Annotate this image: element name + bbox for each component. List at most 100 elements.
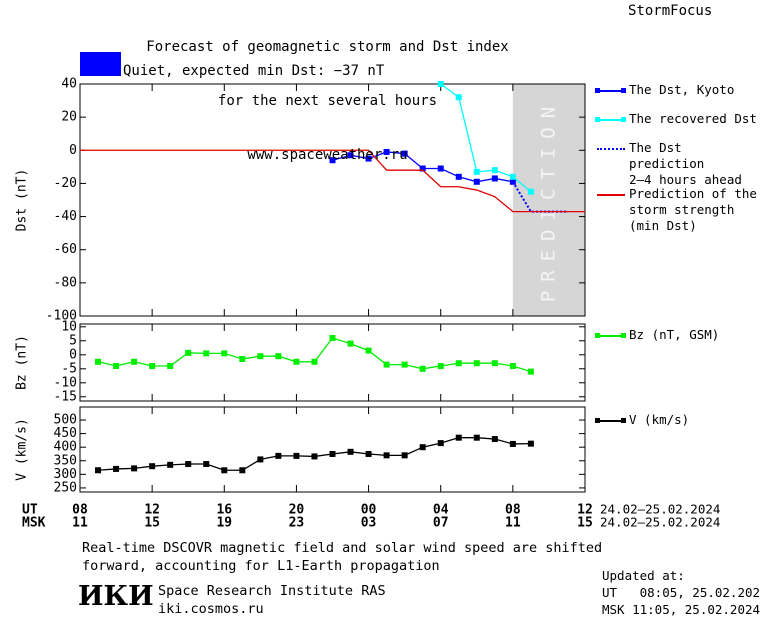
series-marker — [437, 165, 444, 172]
series-marker — [419, 365, 426, 372]
y-axis-label: V (km/s) — [15, 418, 30, 481]
series-marker — [383, 452, 390, 459]
series-marker — [239, 467, 246, 474]
series-marker — [527, 440, 534, 447]
plot-frame — [79, 83, 586, 317]
status-swatch — [80, 52, 121, 76]
series-marker — [437, 363, 444, 369]
y-tick-label: 300 — [54, 467, 77, 482]
series-marker — [383, 148, 390, 155]
updated-msk: MSK 11:05, 25.02.2024 — [602, 602, 760, 617]
y-tick-label: -80 — [54, 275, 77, 290]
series-marker — [257, 456, 264, 463]
y-axis-label: Dst (nT) — [15, 169, 30, 232]
legend-marker — [595, 418, 600, 423]
x-tick-label: 08 — [72, 503, 88, 518]
series-marker — [239, 356, 246, 362]
legend-line — [597, 335, 625, 337]
series-marker — [491, 436, 498, 443]
y-tick-label: 250 — [54, 480, 77, 495]
legend-line — [597, 119, 625, 121]
legend-label: The Dst prediction 2–4 hours ahead — [629, 140, 742, 187]
series-marker — [113, 465, 120, 472]
series-marker — [347, 340, 354, 347]
x-tick-label-msk: 15 — [577, 516, 593, 531]
legend-label: Bz (nT, GSM) — [629, 327, 720, 342]
x-tick-label-msk: 23 — [289, 516, 305, 531]
logo: ИКИ — [78, 581, 154, 612]
y-tick-label: 0 — [69, 347, 77, 362]
y-tick-label: -5 — [61, 361, 77, 376]
series-marker — [527, 368, 534, 375]
legend-marker — [595, 333, 600, 338]
y-axis-label: Bz (nT) — [15, 335, 30, 390]
series-marker — [185, 461, 192, 468]
updated-label: Updated at: — [602, 568, 685, 583]
x-axis-label-ut: UT — [22, 503, 38, 518]
prediction-label: PREDICTION — [537, 98, 559, 302]
y-tick-label: 20 — [61, 110, 77, 125]
series-marker — [113, 363, 120, 369]
series-marker — [365, 347, 372, 354]
x-tick-label: 20 — [289, 503, 305, 518]
series-marker — [167, 461, 174, 468]
series-marker — [311, 358, 318, 365]
series-marker — [527, 188, 534, 195]
legend-line — [597, 90, 625, 92]
series-marker — [275, 452, 282, 459]
series-marker — [509, 173, 516, 180]
series-marker — [347, 448, 354, 455]
series-line — [97, 337, 532, 373]
series-marker — [473, 360, 480, 367]
series-marker — [293, 452, 300, 459]
y-tick-label: -15 — [54, 389, 77, 404]
status-text: Quiet, expected min Dst: −37 nT — [123, 63, 385, 79]
legend-label: The Dst, Kyoto — [629, 82, 735, 97]
series-marker — [473, 178, 480, 185]
series-marker — [419, 165, 426, 172]
legend-marker — [621, 418, 626, 423]
title-block: Forecast of geomagnetic storm and Dst in… — [100, 2, 555, 200]
legend-line — [597, 148, 625, 150]
y-tick-label: 450 — [54, 426, 77, 441]
updated-ut: UT 08:05, 25.02.2024 — [602, 585, 760, 600]
series-marker — [257, 353, 264, 360]
brand: StormFocus — [628, 3, 713, 19]
y-tick-label: -10 — [54, 375, 77, 390]
series-line — [80, 149, 585, 213]
y-tick-label: 0 — [69, 143, 77, 158]
y-tick-label: 40 — [61, 77, 77, 92]
series-marker — [437, 440, 444, 447]
y-tick-label: 400 — [54, 440, 77, 455]
series-marker — [455, 94, 462, 101]
series-marker — [203, 461, 210, 468]
legend-marker — [621, 117, 626, 122]
x-tick-label-msk: 07 — [433, 516, 449, 531]
series-marker — [473, 168, 480, 175]
y-tick-label: 5 — [69, 333, 77, 348]
series-marker — [329, 335, 336, 341]
series-marker — [221, 467, 228, 474]
y-tick-label: 500 — [54, 413, 77, 428]
x-tick-label: 16 — [216, 503, 232, 518]
date-range-msk: 24.02–25.02.2024 — [600, 515, 720, 530]
x-tick-label-msk: 03 — [361, 516, 377, 531]
chart-subtitle: for the next several hours — [217, 93, 438, 109]
y-tick-label: -40 — [54, 209, 77, 224]
plot-frame — [79, 406, 586, 493]
series-marker — [401, 150, 408, 157]
series-marker — [131, 358, 138, 365]
site-url: www.spaceweather.ru — [247, 147, 408, 163]
date-range-ut: 24.02–25.02.2024 — [600, 502, 720, 517]
series-marker — [437, 81, 444, 87]
series-marker — [95, 358, 102, 365]
series-line — [440, 83, 532, 193]
x-tick-label: 08 — [505, 503, 521, 518]
series-marker — [311, 453, 318, 460]
series-marker — [491, 175, 498, 182]
x-axis-label-msk: MSK — [22, 516, 46, 531]
y-tick-label: 350 — [54, 453, 77, 468]
x-tick-label: 12 — [577, 503, 593, 518]
